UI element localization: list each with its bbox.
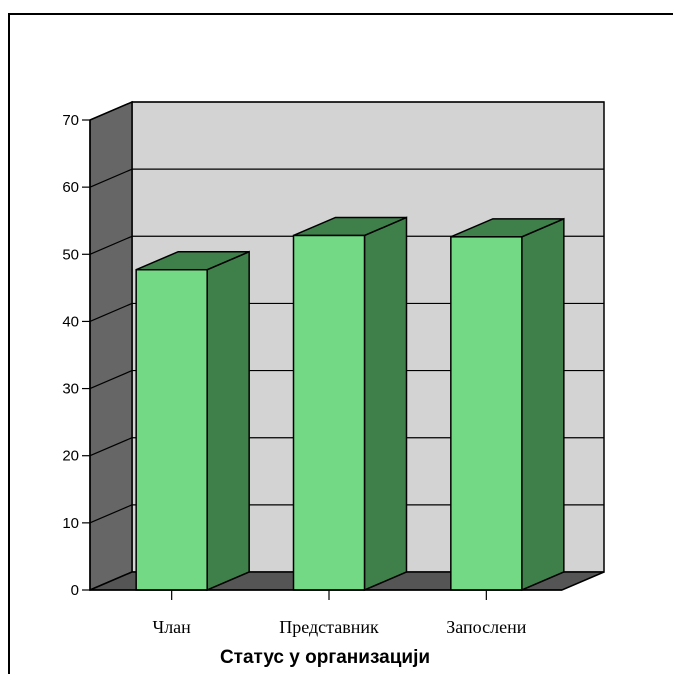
y-tick-label: 40 [62, 313, 79, 330]
frame-left-border [8, 13, 10, 674]
x-tick-label: Члан [153, 617, 192, 637]
bar [135, 250, 250, 592]
side-wall [89, 100, 133, 592]
x-axis: Члан Представник Запослени [90, 589, 562, 637]
y-tick-label: 60 [62, 179, 79, 196]
bars [135, 216, 565, 592]
bar-front [450, 236, 523, 591]
gridline-side [89, 302, 133, 322]
y-tick-label: 50 [62, 246, 79, 263]
x-tick-label: Запослени [446, 617, 526, 637]
bar [450, 217, 565, 592]
y-tick-label: 10 [62, 515, 79, 532]
gridline-side [89, 504, 133, 524]
y-tick-label: 0 [71, 582, 79, 599]
y-tick-label: 70 [62, 112, 79, 129]
y-axis: 0 10 20 30 40 50 60 70 [62, 112, 91, 599]
y-tick-label: 20 [62, 448, 79, 465]
bar-side [521, 217, 565, 592]
gridline-side [89, 235, 133, 255]
gridline-side [89, 101, 133, 121]
bar-front [292, 234, 366, 591]
x-tick-label: Представник [279, 617, 379, 637]
y-tick-label: 30 [62, 381, 79, 398]
bar [292, 216, 408, 592]
x-axis-title: Статус у организацији [220, 647, 430, 668]
bar-side [363, 216, 408, 592]
bar-side [206, 250, 250, 592]
gridline-side [89, 437, 133, 457]
frame-top-border [8, 13, 673, 15]
gridline-side [89, 370, 133, 390]
bar-front [135, 268, 208, 591]
gridline-side [89, 168, 133, 188]
